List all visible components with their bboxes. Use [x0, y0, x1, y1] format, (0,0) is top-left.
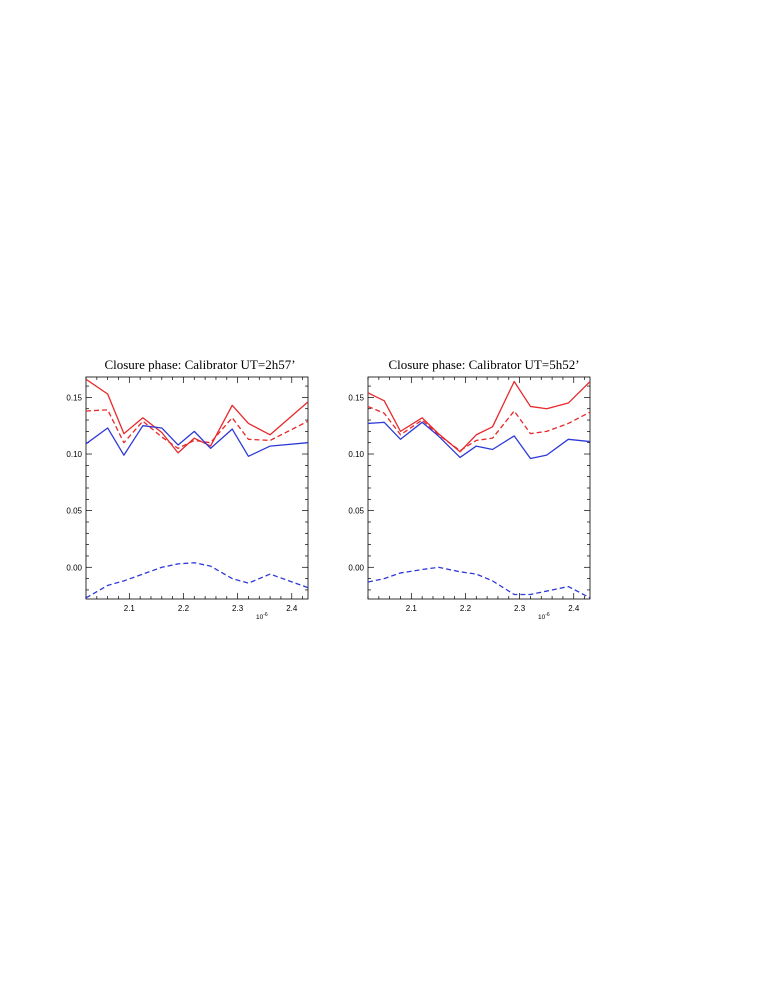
- series-line-blue-dashed: [368, 566, 590, 599]
- y-tick-label: 0.00: [66, 563, 82, 572]
- chart-title: Closure phase: Calibrator UT=2h57’: [104, 357, 295, 372]
- series-line-red-solid: [86, 378, 308, 454]
- y-tick-label: 0.00: [348, 563, 364, 572]
- y-tick-label: 0.10: [348, 450, 364, 459]
- chart-title: Closure phase: Calibrator UT=5h52’: [388, 357, 579, 372]
- x-tick-label: 2.1: [406, 604, 418, 613]
- x-exponent-base: 10: [256, 614, 264, 621]
- y-tick-label: 0.15: [348, 393, 364, 402]
- series-line-blue-solid: [86, 425, 308, 457]
- x-tick-label: 2.4: [286, 604, 298, 613]
- y-tick-label: 0.05: [348, 507, 364, 516]
- x-tick-label: 2.3: [514, 604, 526, 613]
- x-exponent-power: -6: [263, 612, 268, 618]
- x-exponent-label: 10-6: [256, 612, 268, 621]
- series-line-blue-dashed: [86, 562, 308, 599]
- x-tick-label: 2.2: [460, 604, 472, 613]
- chart-panel-right: Closure phase: Calibrator UT=5h52’ 0.00 0.…: [348, 357, 591, 621]
- x-tick-label: 2.2: [178, 604, 190, 613]
- series-line-red-solid: [368, 380, 590, 453]
- x-tick-label: 2.3: [232, 604, 244, 613]
- plot-frame: [367, 376, 591, 600]
- x-exponent-base: 10: [538, 614, 546, 621]
- series-line-blue-solid: [368, 421, 590, 460]
- series-line-red-dashed: [86, 409, 308, 450]
- chart-panel-left: Closure phase: Calibrator UT=2h57’ 0.00 0.…: [66, 357, 309, 621]
- y-tick-label: 0.10: [66, 450, 82, 459]
- x-exponent-power: -6: [545, 612, 550, 618]
- series-line-red-dashed: [368, 405, 590, 452]
- y-tick-label: 0.05: [66, 507, 82, 516]
- x-tick-label: 2.4: [568, 604, 580, 613]
- x-exponent-label: 10-6: [538, 612, 550, 621]
- x-tick-label: 2.1: [124, 604, 136, 613]
- y-tick-label: 0.15: [66, 393, 82, 402]
- plot-frame: [85, 376, 309, 600]
